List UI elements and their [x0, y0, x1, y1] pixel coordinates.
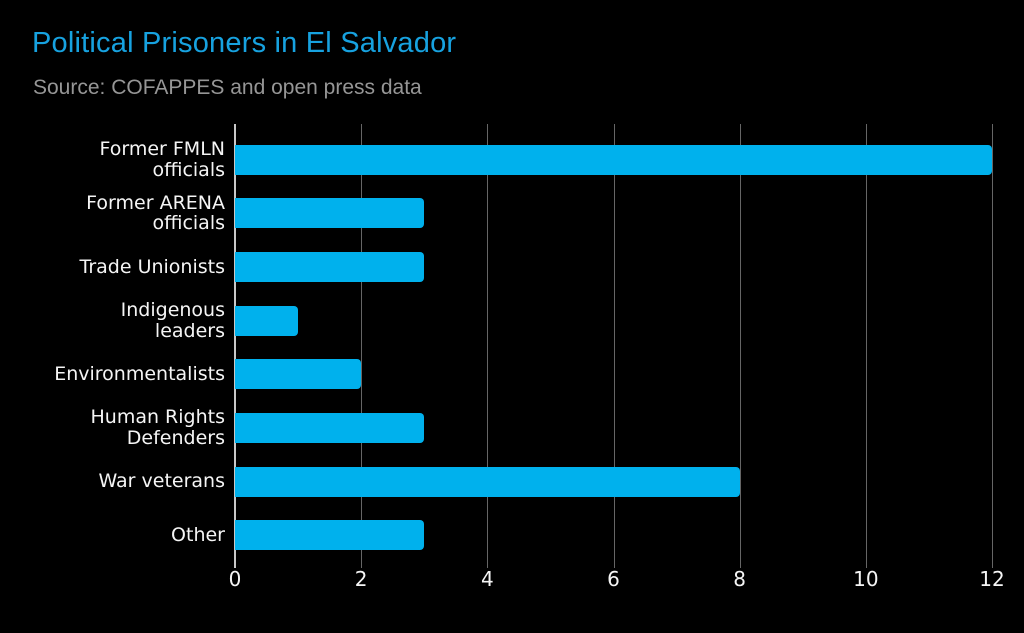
category-label: Human Rights Defenders [90, 406, 226, 449]
category-axis-labels: Former FMLN officials Former ARENA official… [0, 133, 225, 562]
gridline-x-8 [739, 124, 741, 568]
x-tick-label-0: 0 [228, 567, 242, 591]
bar-row [235, 455, 992, 509]
bar-other [235, 520, 425, 551]
bar-environmentalists [235, 359, 362, 390]
chart-subtitle: Source: COFAPPES and open press data [33, 76, 422, 99]
x-axis-tick-labels: 0 2 4 6 8 10 12 [229, 567, 1005, 597]
category-label: Environmentalists [54, 363, 225, 386]
bar-rows [235, 133, 992, 562]
category-label: Indigenous leaders [120, 299, 225, 342]
x-tick-label-6: 6 [607, 567, 620, 591]
bar-former-arena-officials [235, 198, 425, 229]
gridline-x-10 [865, 124, 867, 568]
gridline-x-6 [613, 124, 615, 568]
bar-human-rights-defenders [235, 412, 425, 443]
bar-row [235, 240, 992, 294]
category-label: Other [171, 523, 225, 546]
plot-area [234, 124, 993, 568]
chart-title: Political Prisoners in El Salvador [32, 27, 457, 59]
category-label: Former FMLN officials [99, 138, 225, 181]
bar-row [235, 294, 992, 348]
gridline-x-2 [361, 124, 363, 568]
category-label: War veterans [98, 470, 225, 493]
bar-former-fmln-officials [235, 144, 992, 175]
bar-row [235, 401, 992, 455]
bar-row [235, 187, 992, 241]
bar-row [235, 133, 992, 187]
bar-trade-unionists [235, 252, 425, 283]
bar-indigenous-leaders [235, 305, 299, 336]
x-tick-label-10: 10 [853, 567, 879, 591]
x-tick-label-4: 4 [480, 567, 494, 591]
gridline-x-4 [487, 124, 489, 568]
category-label: Former ARENA officials [86, 191, 225, 235]
x-tick-label-12: 12 [979, 567, 1005, 591]
bar-row [235, 348, 992, 402]
category-label: Trade Unionists [79, 255, 225, 278]
y-axis-line [234, 124, 236, 568]
x-tick-label-2: 2 [354, 567, 368, 591]
bar-row [235, 508, 992, 562]
bar-war-veterans [235, 466, 740, 497]
gridline-x-12 [992, 124, 993, 568]
x-tick-label-8: 8 [733, 567, 747, 591]
